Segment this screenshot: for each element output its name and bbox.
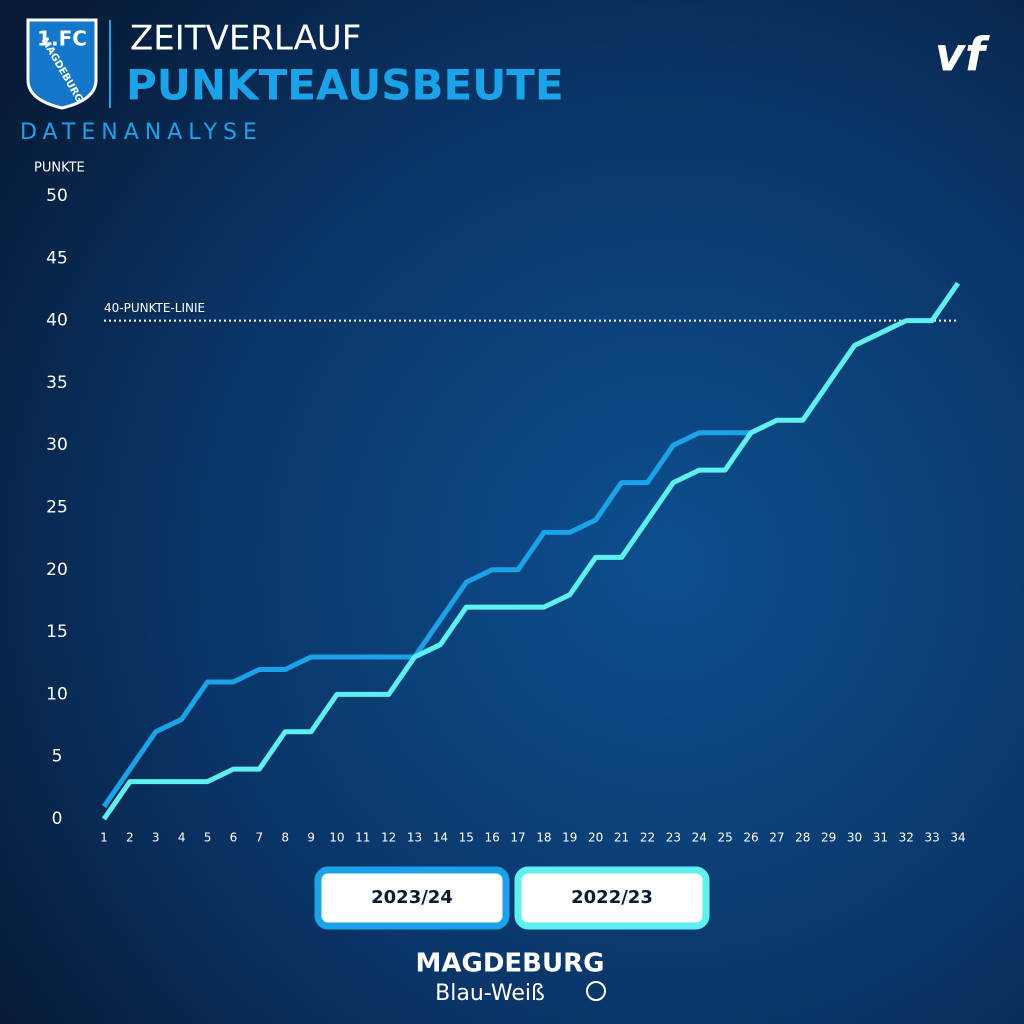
y-tick-label: 5 <box>52 747 63 767</box>
subtitle: DATENANALYSE <box>20 120 263 145</box>
y-tick-label: 25 <box>46 498 68 518</box>
x-tick-label: 33 <box>924 831 939 845</box>
x-tick-label: 34 <box>950 831 965 845</box>
x-tick-label: 18 <box>536 831 551 845</box>
x-tick-label: 13 <box>407 831 422 845</box>
y-tick-label: 50 <box>46 186 68 206</box>
x-tick-label: 6 <box>230 831 238 845</box>
x-tick-label: 31 <box>873 831 888 845</box>
y-tick-label: 0 <box>52 809 63 829</box>
y-tick-label: 30 <box>46 435 68 455</box>
logo-top: 1.FC <box>37 27 87 51</box>
x-tick-label: 20 <box>588 831 603 845</box>
legend: 2023/24 2022/23 <box>314 866 710 930</box>
legend-button[interactable] <box>514 866 710 930</box>
x-tick-label: 25 <box>717 831 732 845</box>
reference-label: 40-PUNKTE-LINIE <box>104 301 205 315</box>
x-tick-label: 1 <box>100 831 108 845</box>
title: PUNKTEAUSBEUTE <box>126 61 564 110</box>
y-tick-label: 10 <box>46 684 68 704</box>
x-tick-label: 27 <box>769 831 784 845</box>
x-tick-label: 26 <box>743 831 758 845</box>
x-tick-label: 9 <box>307 831 315 845</box>
x-tick-label: 3 <box>152 831 160 845</box>
x-tick-label: 11 <box>355 831 370 845</box>
legend-label: 2023/24 <box>371 887 453 908</box>
footer-ball <box>586 981 606 1001</box>
x-tick-label: 23 <box>666 831 681 845</box>
x-tick-label: 24 <box>692 831 707 845</box>
x-tick-label: 19 <box>562 831 577 845</box>
x-tick-label: 12 <box>381 831 396 845</box>
x-tick-label: 16 <box>485 831 500 845</box>
x-tick-label: 4 <box>178 831 186 845</box>
x-tick-label: 30 <box>847 831 862 845</box>
x-tick-label: 7 <box>255 831 263 845</box>
legend-label: 2022/23 <box>571 887 653 908</box>
x-tick-label: 29 <box>821 831 836 845</box>
overline: ZEITVERLAUF <box>130 19 361 59</box>
y-tick-label: 40 <box>46 311 68 331</box>
y-tick-label: 35 <box>46 373 68 393</box>
footer-brand: MAGDEBURG <box>416 949 605 979</box>
x-tick-label: 15 <box>459 831 474 845</box>
y-tick-label: 45 <box>46 248 68 268</box>
legend-button[interactable] <box>314 866 510 930</box>
x-tick-label: 21 <box>614 831 629 845</box>
y-tick-label: 15 <box>46 622 68 642</box>
x-tick-label: 14 <box>433 831 448 845</box>
footer-tagline: Blau-Weiß <box>435 981 545 1006</box>
x-tick-label: 17 <box>510 831 525 845</box>
x-tick-label: 22 <box>640 831 655 845</box>
logo-crest <box>26 18 98 110</box>
y-axis-label: PUNKTE <box>34 161 85 176</box>
x-tick-label: 10 <box>329 831 344 845</box>
x-tick-label: 28 <box>795 831 810 845</box>
x-tick-label: 2 <box>126 831 134 845</box>
y-tick-label: 20 <box>46 560 68 580</box>
x-tick-label: 8 <box>281 831 289 845</box>
brand-logo: vf <box>935 28 990 82</box>
x-tick-label: 5 <box>204 831 212 845</box>
series-line <box>101 281 961 821</box>
x-tick-label: 32 <box>899 831 914 845</box>
series-line <box>101 430 751 808</box>
